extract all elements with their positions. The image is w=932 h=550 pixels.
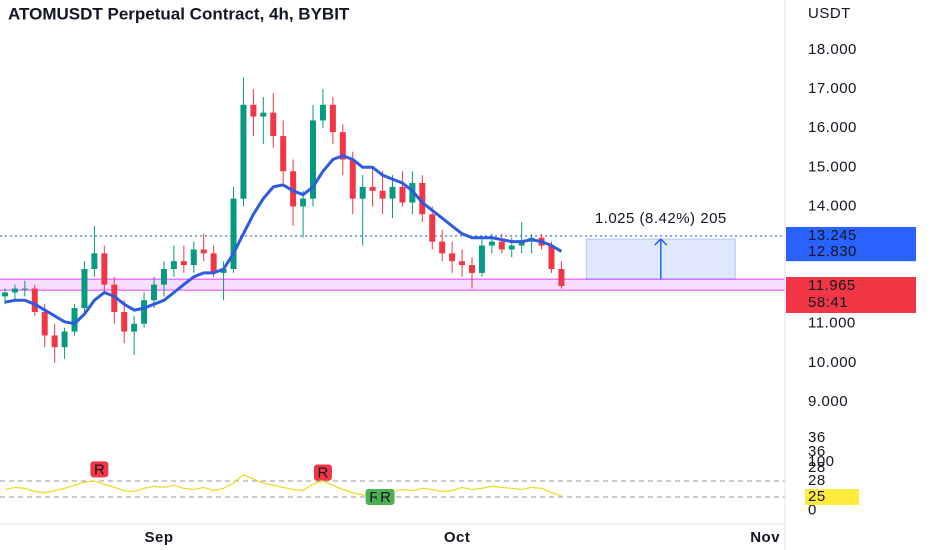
candle-body [518,241,525,246]
signal-label: R [380,489,391,506]
candle-body [180,261,187,266]
signal-label: R [318,464,329,481]
countdown-label: 58:41 [808,294,848,311]
indicator-tick-label: 28 [808,472,826,489]
zone [0,279,785,291]
x-tick-label: Sep [144,529,173,546]
candle-body [190,249,197,266]
y-tick-label: 17.000 [808,80,857,97]
candle-body [310,120,317,199]
candle-body [459,261,466,266]
candle-body [121,312,128,332]
candle-body [71,308,78,332]
candle-body [369,186,376,191]
signal-label: R [94,461,105,478]
candle-body [389,186,396,199]
candle-body [449,253,456,262]
candle-body [91,253,98,269]
candle-body [160,268,167,285]
candle-body [200,249,207,254]
candle-body [488,241,495,246]
candle-body [220,268,227,273]
signal-label: R [369,489,380,506]
candle-body [270,112,277,137]
measure-label: 1.025 (8.42%) 205 [595,210,727,227]
signal-box [376,488,395,505]
candle-body [141,300,148,324]
candle-body [359,186,366,199]
indicator-scale-label: 100 [808,453,835,470]
indicator-scale-label: 36 [808,443,826,460]
indicator-current-label: 25 [808,488,826,505]
candle-body [131,323,138,332]
chart-title: ATOMUSDT Perpetual Contract, 4h, BYBIT [8,4,350,23]
candle-body [548,245,555,269]
candle-body [329,104,336,133]
y-tick-label: 16.000 [808,119,857,136]
candle-body [280,136,287,172]
candle-body [399,186,406,203]
candle-body [478,245,485,273]
y-tick-label: 14.000 [808,197,857,214]
candle-body [240,104,247,199]
candle-body [81,268,88,309]
x-tick-label: Nov [750,529,780,546]
candle-body [1,292,8,297]
y-tick-label: 11.000 [808,315,856,332]
candle-body [508,245,515,250]
indicator-current-box [805,489,859,505]
price-label-box [786,243,916,262]
candle-body [111,284,118,313]
y-tick-label: 18.000 [808,41,857,58]
candle-body [429,214,436,242]
candle-body [498,241,505,250]
price-label-box [786,226,916,245]
plot-area: 1.025 (8.42%) 205 [0,77,785,498]
candle-body [468,265,475,273]
currency-label: USDT [808,5,851,22]
candle-body [151,284,158,301]
signal-box [90,461,109,478]
candle-body [419,182,426,215]
candle-body [230,198,237,269]
signal-box [313,464,332,481]
y-tick-label: 15.000 [808,158,857,175]
candle-body [11,288,18,293]
price-label: 13.245 [808,227,857,244]
candle-body [61,331,68,348]
candle-body [170,261,177,269]
y-tick-label: 9.000 [808,393,848,410]
candle-body [260,112,267,117]
x-tick-label: Oct [444,529,471,546]
indicator-tick-label: 0 [808,502,817,519]
price-label: 11.965 [808,277,856,294]
candle-body [41,312,48,336]
candle-body [250,104,257,117]
candle-body [21,288,28,290]
candle-body [558,268,565,287]
candle-body [300,198,307,207]
price-label: 12.830 [808,243,857,260]
indicator-scale-label: 28 [808,459,826,476]
candle-body [210,253,217,273]
moving-average [4,154,563,326]
candle-body [349,159,356,199]
y-tick-label: 10.000 [808,354,857,371]
indicator-line [4,473,562,497]
candle-body [319,104,326,121]
candle-body [290,171,297,207]
candle-body [379,190,386,199]
candle-body [51,335,58,348]
candle-body [439,241,446,254]
measure-arrow-head [654,238,668,246]
candle-body [101,253,108,285]
indicator-scale-label: 36 [808,429,826,446]
candle-body [31,288,38,313]
candle-body [339,132,346,160]
price-label-box [786,277,916,314]
